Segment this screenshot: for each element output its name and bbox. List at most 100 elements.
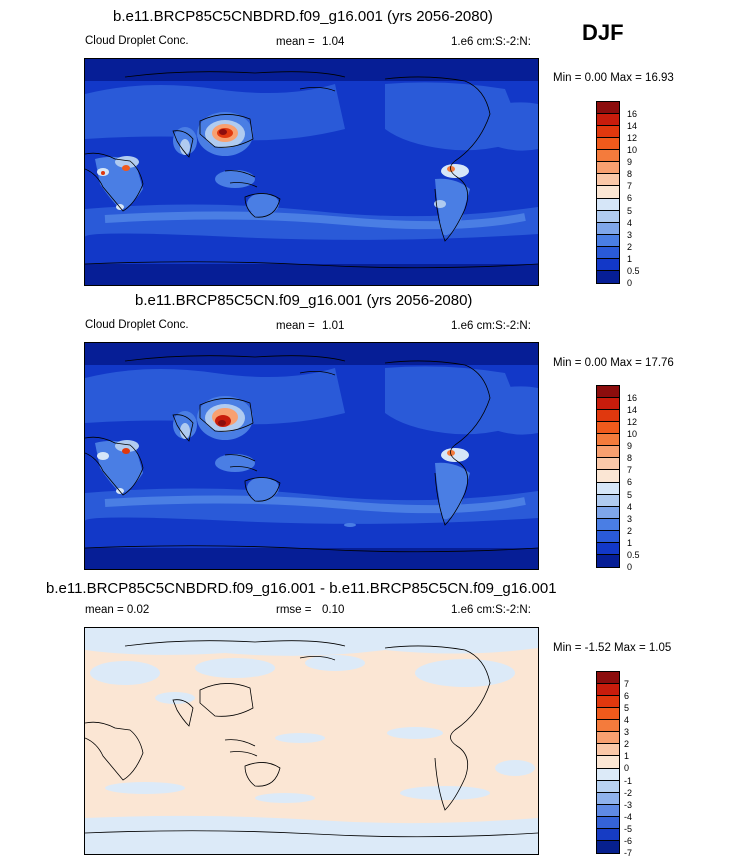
panel1-colorbar-swatch [597,174,619,187]
panel2-colorbar-level: 12 [627,417,638,428]
panel3-colorbar-level: 5 [624,703,630,714]
panel3-stat-label: rmse = [276,604,312,616]
panel2-stat-label: mean = [276,320,315,332]
panel1-colorbar-level: 14 [627,121,638,132]
panel3-colorbar-swatch [597,684,619,697]
panel2-map [84,342,539,570]
panel3-colorbar-swatch [597,840,619,853]
panel1-stat-label: mean = [276,36,315,48]
panel3-colorbar-swatch [597,744,619,757]
panel1-colorbar-level: 3 [627,229,633,240]
panel2-units: 1.e6 cm:S:-2:N: [451,320,531,332]
panel3-colorbar-level: -5 [624,823,633,834]
panel2-colorbar-level: 6 [627,477,633,488]
panel1-colorbar-swatch [597,186,619,199]
panel3-colorbar-level: 1 [624,751,630,762]
panel1-title: b.e11.BRCP85C5CNBDRD.f09_g16.001 (yrs 20… [113,8,493,25]
panel3-colorbar-swatch [597,804,619,817]
panel3-colorbar-level: -3 [624,799,633,810]
panel2-colorbar-level: 10 [627,429,638,440]
panel3-colorbar-swatch [597,720,619,733]
panel3-colorbar-swatch [597,672,619,685]
panel1-colorbar-level: 12 [627,133,638,144]
panel2-colorbar-swatch [597,458,619,471]
panel3-colorbar-level: -1 [624,775,633,786]
panel3-colorbar-level: -6 [624,835,633,846]
panel3-colorbar-level: 4 [624,715,630,726]
panel3-colorbar-swatch [597,756,619,769]
panel3-units: 1.e6 cm:S:-2:N: [451,604,531,616]
panel3-colorbar-level: -4 [624,811,633,822]
panel1-colorbar-level: 6 [627,193,633,204]
panel3-colorbar-level: 6 [624,691,630,702]
panel1-colorbar-swatch [597,126,619,139]
panel3-colorbar-swatch [597,828,619,841]
panel1-colorbar-level: 16 [627,109,638,119]
panel3-colorbar-swatch [597,780,619,793]
panel2-colorbar-level: 3 [627,513,633,524]
panel3-title: b.e11.BRCP85C5CNBDRD.f09_g16.001 - b.e11… [46,580,557,597]
panel1-units: 1.e6 cm:S:-2:N: [451,36,531,48]
panel1-colorbar-labels: 16 14 12 10 9 8 7 6 5 4 3 2 1 0.5 0 [627,108,640,289]
panel1-stat-value: 1.04 [322,36,345,48]
panel2-variable-label: Cloud Droplet Conc. [85,319,189,331]
panel2-colorbar-level: 0 [627,561,633,572]
panel2-stat-value: 1.01 [322,320,345,332]
panel1-colorbar-swatch [597,234,619,247]
panel3-colorbar-level: 0 [624,763,630,774]
panel3-colorbar-swatch [597,768,619,781]
panel1-colorbar-swatch [597,114,619,127]
panel3-colorbar-labels: 7 6 5 4 3 2 1 0 -1 -2 -3 -4 -5 -6 -7 [624,678,632,859]
panel2-minmax: Min = 0.00 Max = 17.76 [553,357,674,369]
panel1-colorbar-level: 9 [627,157,633,168]
panel2-colorbar-level: 16 [627,393,638,403]
panel2-colorbar-swatch [597,470,619,483]
panel2-colorbar-level: 4 [627,501,633,512]
panel3-colorbar-level: -2 [624,787,633,798]
panel3-map [84,627,539,855]
panel3-stat-value: 0.10 [322,604,345,616]
panel2-colorbar-swatch [597,494,619,507]
panel1-colorbar-swatch [597,210,619,223]
panel2-colorbar-swatch [597,422,619,435]
panel2-colorbar-level: 9 [627,441,633,452]
panel1-colorbar-swatch [597,270,619,283]
panel2-colorbar-swatch [597,554,619,567]
panel3-minmax: Min = -1.52 Max = 1.05 [553,642,672,654]
panel2-colorbar-level: 8 [627,453,633,464]
panel2-colorbar-level: 2 [627,525,633,536]
panel2-colorbar-swatch [597,530,619,543]
panel2-colorbar-level: 7 [627,465,633,476]
panel3-colorbar-swatch [597,732,619,745]
panel1-colorbar-swatch [597,102,619,115]
panel1-colorbar-swatch [597,138,619,151]
panel2-colorbar-swatch [597,506,619,519]
panel3-colorbar [596,671,620,854]
panel1-colorbar-swatch [597,162,619,175]
panel1-colorbar [596,101,620,284]
panel3-mean-label: mean = 0.02 [85,604,150,616]
panel2-colorbar-level: 1 [627,537,633,548]
panel2-colorbar-swatch [597,482,619,495]
panel1-colorbar-level: 2 [627,241,633,252]
panel2-colorbar-swatch [597,542,619,555]
panel2-colorbar-swatch [597,434,619,447]
panel1-colorbar-level: 5 [627,205,633,216]
panel1-colorbar-swatch [597,150,619,163]
panel1-minmax: Min = 0.00 Max = 16.93 [553,72,674,84]
panel3-colorbar-swatch [597,816,619,829]
panel2-colorbar-level: 0.5 [627,549,640,560]
panel3-colorbar-level: 7 [624,679,630,689]
panel2-colorbar-swatch [597,518,619,531]
panel1-colorbar-swatch [597,222,619,235]
panel1-colorbar-level: 1 [627,253,633,264]
panel1-colorbar-swatch [597,246,619,259]
panel2-colorbar-labels: 16 14 12 10 9 8 7 6 5 4 3 2 1 0.5 0 [627,392,640,573]
panel2-colorbar-swatch [597,410,619,423]
panel2-title: b.e11.BRCP85C5CN.f09_g16.001 (yrs 2056-2… [135,292,473,309]
panel1-colorbar-level: 4 [627,217,633,228]
panel3-colorbar-level: 2 [624,739,630,750]
panel2-colorbar-level: 14 [627,405,638,416]
panel1-colorbar-level: 0 [627,277,633,288]
season-label: DJF [582,20,624,45]
